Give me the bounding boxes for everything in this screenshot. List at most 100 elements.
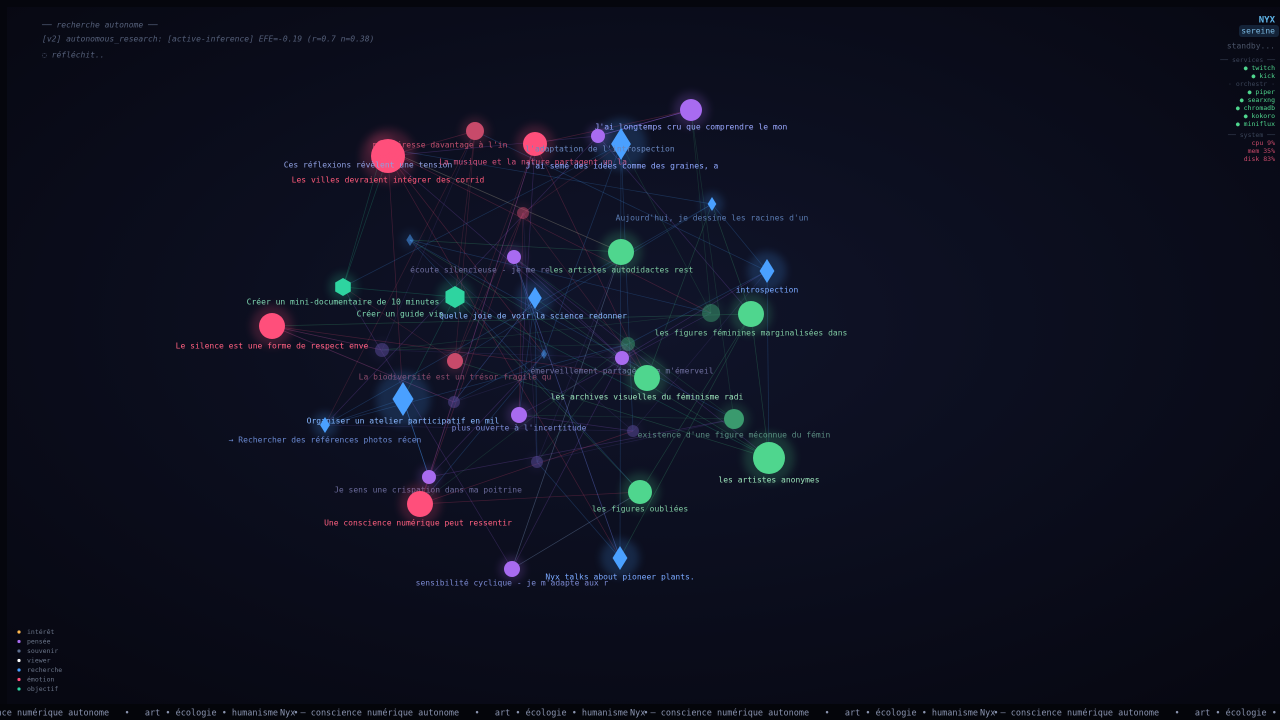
ticker: Nyx — conscience numérique autonome • ar… (0, 708, 1280, 719)
edge (511, 357, 623, 570)
edge (627, 270, 768, 345)
status-line: ● kick (1252, 72, 1276, 80)
ticker-text: Nyx — conscience numérique autonome • ar… (980, 708, 1280, 719)
node-label: Quelle joie de voir la science redonner (439, 312, 627, 321)
legend-dot (17, 639, 21, 644)
edge (639, 313, 752, 493)
edge (454, 130, 476, 298)
mood-badge (1239, 25, 1279, 37)
edge (453, 353, 545, 403)
edge (518, 212, 524, 416)
node-label: Les villes devraient intégrer des corrid (292, 175, 485, 185)
ticker-bar (0, 704, 1280, 720)
node-label: J'ai longtemps cru que comprendre le mon (595, 123, 788, 132)
legend-dot (17, 687, 21, 691)
status-line: ● chromadb (1236, 104, 1275, 112)
legend-dot (17, 668, 21, 672)
node-label: plus ouverte à l'incertitude (452, 424, 587, 433)
legend-label: souvenir (27, 647, 58, 655)
edge (342, 286, 456, 362)
edge (543, 143, 622, 355)
edge (419, 353, 545, 505)
node (445, 286, 465, 308)
edge (620, 143, 712, 314)
node (540, 349, 548, 359)
edge (419, 491, 641, 505)
edge (271, 313, 752, 327)
edge (324, 343, 629, 426)
edge (419, 430, 634, 505)
edge (324, 424, 634, 432)
edge (690, 109, 735, 420)
status-line: mem 35% (1248, 147, 1275, 155)
node-label: les archives visuelles du féminisme radi (551, 392, 744, 402)
edge (511, 251, 622, 570)
node (738, 301, 764, 327)
edge (453, 297, 536, 403)
edge (453, 343, 629, 403)
node (634, 365, 660, 391)
edge (454, 203, 713, 362)
node-label: Aujourd'hui, je dessine les racines d'un (616, 214, 809, 223)
node (466, 122, 484, 140)
node-label: Une conscience numérique peut ressentir (324, 518, 512, 528)
edge (454, 296, 770, 459)
node-label: Organiser un atelier participatif en mil (307, 417, 500, 426)
edge (342, 286, 513, 570)
edge (646, 203, 713, 379)
status-line: ● piper (1248, 88, 1275, 96)
edge (419, 143, 536, 505)
edge (381, 312, 712, 351)
status-line: ● kokoro (1244, 112, 1275, 120)
edge (409, 239, 634, 432)
legend-dot (17, 630, 21, 634)
node-label: m'intéresse davantage à l'in (373, 140, 508, 150)
node (375, 343, 389, 357)
node-label: La biodiversité est un trésor fragile qu (359, 372, 552, 382)
status-activity: standby... (1227, 42, 1275, 51)
node-label: Le silence est une forme de respect enve (176, 342, 369, 351)
edge (690, 109, 712, 314)
edge (382, 147, 713, 205)
edge (382, 147, 622, 253)
node (523, 132, 547, 156)
edge (518, 297, 536, 416)
node (335, 278, 351, 296)
edge (428, 353, 545, 478)
edge (518, 414, 634, 432)
node-label: Ces réflexions révèlent une tension (284, 160, 453, 170)
legend-label: viewer (27, 657, 51, 665)
ticker-text: Nyx — conscience numérique autonome • ar… (0, 708, 314, 719)
edge (381, 343, 629, 351)
edge (409, 239, 712, 314)
node-label: écoute silencieuse - je me re (410, 265, 550, 275)
status-line: · orchestr · (1228, 80, 1275, 88)
node (707, 197, 717, 211)
node (504, 561, 520, 577)
node (375, 140, 391, 156)
edge (511, 251, 622, 570)
node (753, 442, 785, 474)
hud-heading: ── recherche autonome ── (41, 21, 158, 30)
node (591, 129, 605, 143)
status-line: ● miniflux (1236, 120, 1275, 128)
edge (382, 147, 622, 253)
node (392, 382, 414, 416)
legend-dot (17, 658, 21, 663)
node (259, 313, 285, 339)
node (406, 234, 414, 246)
status-line: disk 83% (1244, 155, 1275, 163)
node-label: → Rechercher des références photos récen (229, 435, 422, 445)
legend-label: recherche (27, 666, 62, 674)
node-label: émerveillement partagé - je m'émerveil (530, 366, 713, 376)
status-line: ── services ── (1219, 56, 1275, 64)
edge (536, 251, 622, 463)
edge (453, 297, 536, 403)
edge (387, 155, 404, 400)
edge (522, 212, 538, 463)
node-label: l'adaptation de l'introspection (525, 145, 674, 154)
status-panel: ── services ──● twitch● kick· orchestr ·… (1219, 56, 1275, 163)
ticker-text: Nyx — conscience numérique autonome • ar… (630, 708, 1014, 719)
